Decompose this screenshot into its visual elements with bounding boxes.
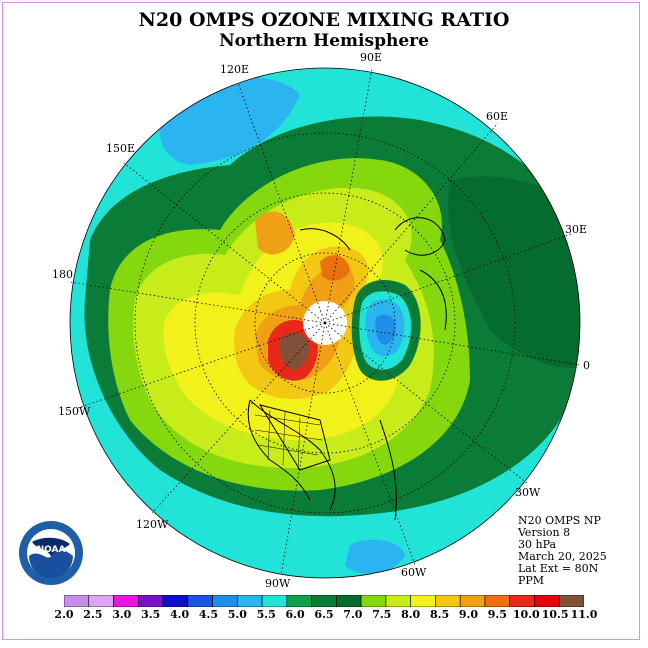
colorbar-swatch	[435, 595, 461, 607]
map-boundary	[69, 67, 581, 579]
lon-label-120e: 120E	[220, 63, 250, 76]
lon-label-150e: 150E	[106, 142, 136, 155]
colorbar-tick-label: 11.0	[570, 608, 598, 621]
info-date: March 20, 2025	[518, 550, 607, 563]
colorbar-tick-label: 5.0	[227, 608, 247, 621]
lon-label-180: 180	[52, 268, 73, 281]
field-brown	[279, 332, 310, 370]
colorbar-swatch	[261, 595, 288, 607]
lon-label-30w: 30W	[515, 486, 541, 499]
noaa-logo: NOAA	[19, 521, 83, 585]
colorbar-tick-label: 9.5	[487, 608, 507, 621]
figure-frame	[2, 2, 640, 640]
graticule	[69, 68, 581, 576]
map-title: N20 OMPS OZONE MIXING RATIO	[138, 9, 510, 31]
colorbar-swatch	[237, 595, 263, 607]
colorbar-swatch	[137, 595, 164, 607]
field-low-deepblue	[375, 314, 396, 345]
colorbar-swatch	[113, 595, 139, 607]
colorbar-tick-label: 4.5	[198, 608, 218, 621]
colorbar-swatch	[212, 595, 238, 607]
colorbar-swatch	[385, 595, 411, 607]
info-product: N20 OMPS NP	[518, 514, 601, 527]
colorbar-swatch	[509, 595, 535, 607]
colorbar	[64, 595, 584, 607]
colorbar-tick-label: 10.5	[541, 608, 569, 621]
info-pressure: 30 hPa	[518, 538, 557, 551]
info-lat-extent: Lat Ext = 80N	[518, 562, 599, 575]
coastlines	[247, 217, 447, 521]
colorbar-swatch	[410, 595, 436, 607]
colorbar-swatch	[187, 595, 213, 607]
colorbar-tick-label: 7.5	[372, 608, 392, 621]
colorbar-tick-label: 7.0	[343, 608, 363, 621]
colorbar-tick-label: 4.0	[169, 608, 190, 621]
lon-label-150w: 150W	[58, 405, 91, 418]
colorbar-swatch	[286, 595, 312, 607]
colorbar-tick-label: 8.0	[401, 608, 421, 621]
colorbar-swatch	[336, 595, 362, 607]
lon-label-0: 0	[583, 359, 590, 372]
colorbar-tick-label: 10.0	[512, 608, 540, 621]
colorbar-tick-label: 3.5	[141, 608, 161, 621]
info-units: PPM	[518, 574, 545, 587]
colorbar-swatch	[88, 595, 114, 607]
colorbar-tick-label: 5.5	[256, 608, 276, 621]
lon-label-60w: 60W	[401, 566, 427, 579]
noaa-logo-text: NOAA	[37, 545, 66, 555]
colorbar-swatch	[558, 595, 584, 607]
colorbar-swatch	[459, 595, 486, 607]
colorbar-swatch	[534, 595, 560, 607]
colorbar-tick-label: 2.0	[54, 608, 74, 621]
lon-label-60e: 60E	[486, 110, 509, 123]
colorbar-tick-label: 2.5	[83, 608, 103, 621]
colorbar-tick-label: 6.0	[285, 608, 305, 621]
field-orange-nw	[255, 211, 295, 255]
colorbar-swatch	[162, 595, 189, 607]
colorbar-swatch	[484, 595, 511, 607]
colorbar-tick-label: 8.5	[429, 608, 450, 621]
colorbar-tick-label: 9.0	[458, 608, 478, 621]
lon-label-120w: 120W	[136, 518, 169, 531]
info-version: Version 8	[518, 526, 571, 539]
colorbar-tick-label: 6.5	[314, 608, 334, 621]
colorbar-swatch	[360, 595, 387, 607]
colorbar-swatch	[311, 595, 337, 607]
lon-label-90w: 90W	[265, 577, 291, 590]
map-subtitle: Northern Hemisphere	[219, 31, 429, 51]
field-blue-s	[345, 539, 405, 574]
us-states	[254, 409, 323, 471]
lon-label-90e: 90E	[360, 51, 383, 64]
colorbar-tick-label: 3.0	[112, 608, 132, 621]
field-red-top	[320, 255, 350, 281]
lon-label-30e: 30E	[565, 223, 588, 236]
colorbar-swatch	[64, 595, 90, 607]
